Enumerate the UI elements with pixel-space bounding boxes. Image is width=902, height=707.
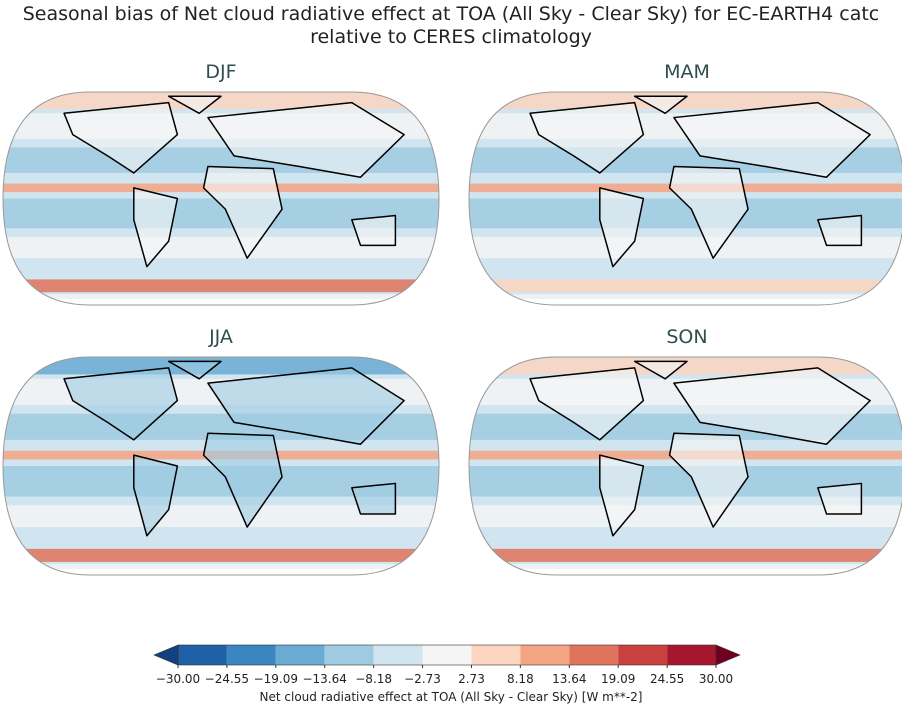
- colorbar-under: [153, 644, 179, 666]
- colorbar-bin: [324, 645, 374, 665]
- map-border: [468, 91, 902, 306]
- coastline: [207, 101, 405, 178]
- panel-title: DJF: [205, 61, 236, 83]
- colorbar-bin: [569, 645, 619, 665]
- title-line: relative to CERES climatology: [310, 26, 592, 48]
- map: [3, 357, 439, 575]
- panel-title: SON: [666, 326, 707, 348]
- bias-band: [3, 357, 439, 375]
- bias-band: [469, 505, 902, 528]
- bias-band: [469, 236, 902, 259]
- colorbar-tick-label: −30.00: [156, 672, 200, 686]
- coastline: [673, 101, 871, 178]
- colorbar-bin: [226, 645, 276, 665]
- map-border: [2, 356, 440, 576]
- colorbar-tick-label: 8.18: [507, 672, 534, 686]
- colorbar-bin: [422, 645, 472, 665]
- coastline: [817, 214, 863, 247]
- coastline: [529, 101, 645, 174]
- colorbar-bin: [275, 645, 325, 665]
- colorbar-tick-label: −8.18: [355, 672, 392, 686]
- colorbar-tick-label: −13.64: [302, 672, 346, 686]
- bias-band: [469, 357, 902, 375]
- bias-band: [469, 279, 902, 293]
- colorbar-tick-label: −2.73: [404, 672, 441, 686]
- colorbar-tick-label: 30.00: [699, 672, 733, 686]
- coastline: [351, 482, 397, 515]
- coastline: [63, 101, 179, 174]
- antarctica: [3, 569, 439, 575]
- coastline: [668, 432, 749, 528]
- colorbar-bin: [373, 645, 423, 665]
- bias-band: [3, 236, 439, 259]
- panel-title: JJA: [208, 326, 233, 348]
- colorbar-bin: [471, 645, 521, 665]
- map-border: [2, 91, 440, 306]
- bias-band: [3, 505, 439, 528]
- coastline: [673, 367, 871, 445]
- colorbar-tick-label: 24.55: [650, 672, 684, 686]
- colorbar-tick-label: 13.64: [552, 672, 586, 686]
- coastline: [207, 367, 405, 445]
- colorbar-tick-label: 19.09: [601, 672, 635, 686]
- antarctica: [3, 299, 439, 305]
- coastline: [668, 165, 749, 259]
- colorbar-over: [715, 644, 741, 666]
- colorbar-bin: [667, 645, 716, 665]
- coastline: [202, 165, 283, 259]
- colorbar-bin: [520, 645, 570, 665]
- coastline: [167, 95, 222, 115]
- colorbar-tick-label: −24.55: [205, 672, 249, 686]
- colorbar-bin: [178, 645, 227, 665]
- colorbar-bin: [618, 645, 668, 665]
- coastline: [817, 482, 863, 515]
- coastline: [529, 367, 645, 441]
- bias-band: [3, 279, 439, 293]
- coastline: [599, 187, 645, 268]
- coastline: [63, 367, 179, 441]
- map: [3, 92, 439, 305]
- coastline: [633, 360, 688, 380]
- coastline: [167, 360, 222, 380]
- antarctica: [469, 299, 902, 305]
- bias-band: [3, 548, 439, 562]
- map: [469, 357, 902, 575]
- bias-band: [3, 92, 439, 110]
- map: [469, 92, 902, 305]
- antarctica: [469, 569, 902, 575]
- title-line: Seasonal bias of Net cloud radiative eff…: [23, 3, 880, 25]
- bias-band: [469, 548, 902, 562]
- map-border: [468, 356, 902, 576]
- coastline: [599, 454, 645, 537]
- colorbar-frame: [177, 644, 717, 666]
- colorbar-label: Net cloud radiative effect at TOA (All S…: [260, 690, 643, 704]
- coastline: [133, 187, 179, 268]
- coastline: [202, 432, 283, 528]
- coastline: [633, 95, 688, 115]
- coastline: [351, 214, 397, 247]
- panel-title: MAM: [664, 61, 710, 83]
- bias-band: [469, 92, 902, 110]
- colorbar-tick-label: 2.73: [458, 672, 485, 686]
- coastline: [133, 454, 179, 537]
- colorbar-tick-label: −19.09: [254, 672, 298, 686]
